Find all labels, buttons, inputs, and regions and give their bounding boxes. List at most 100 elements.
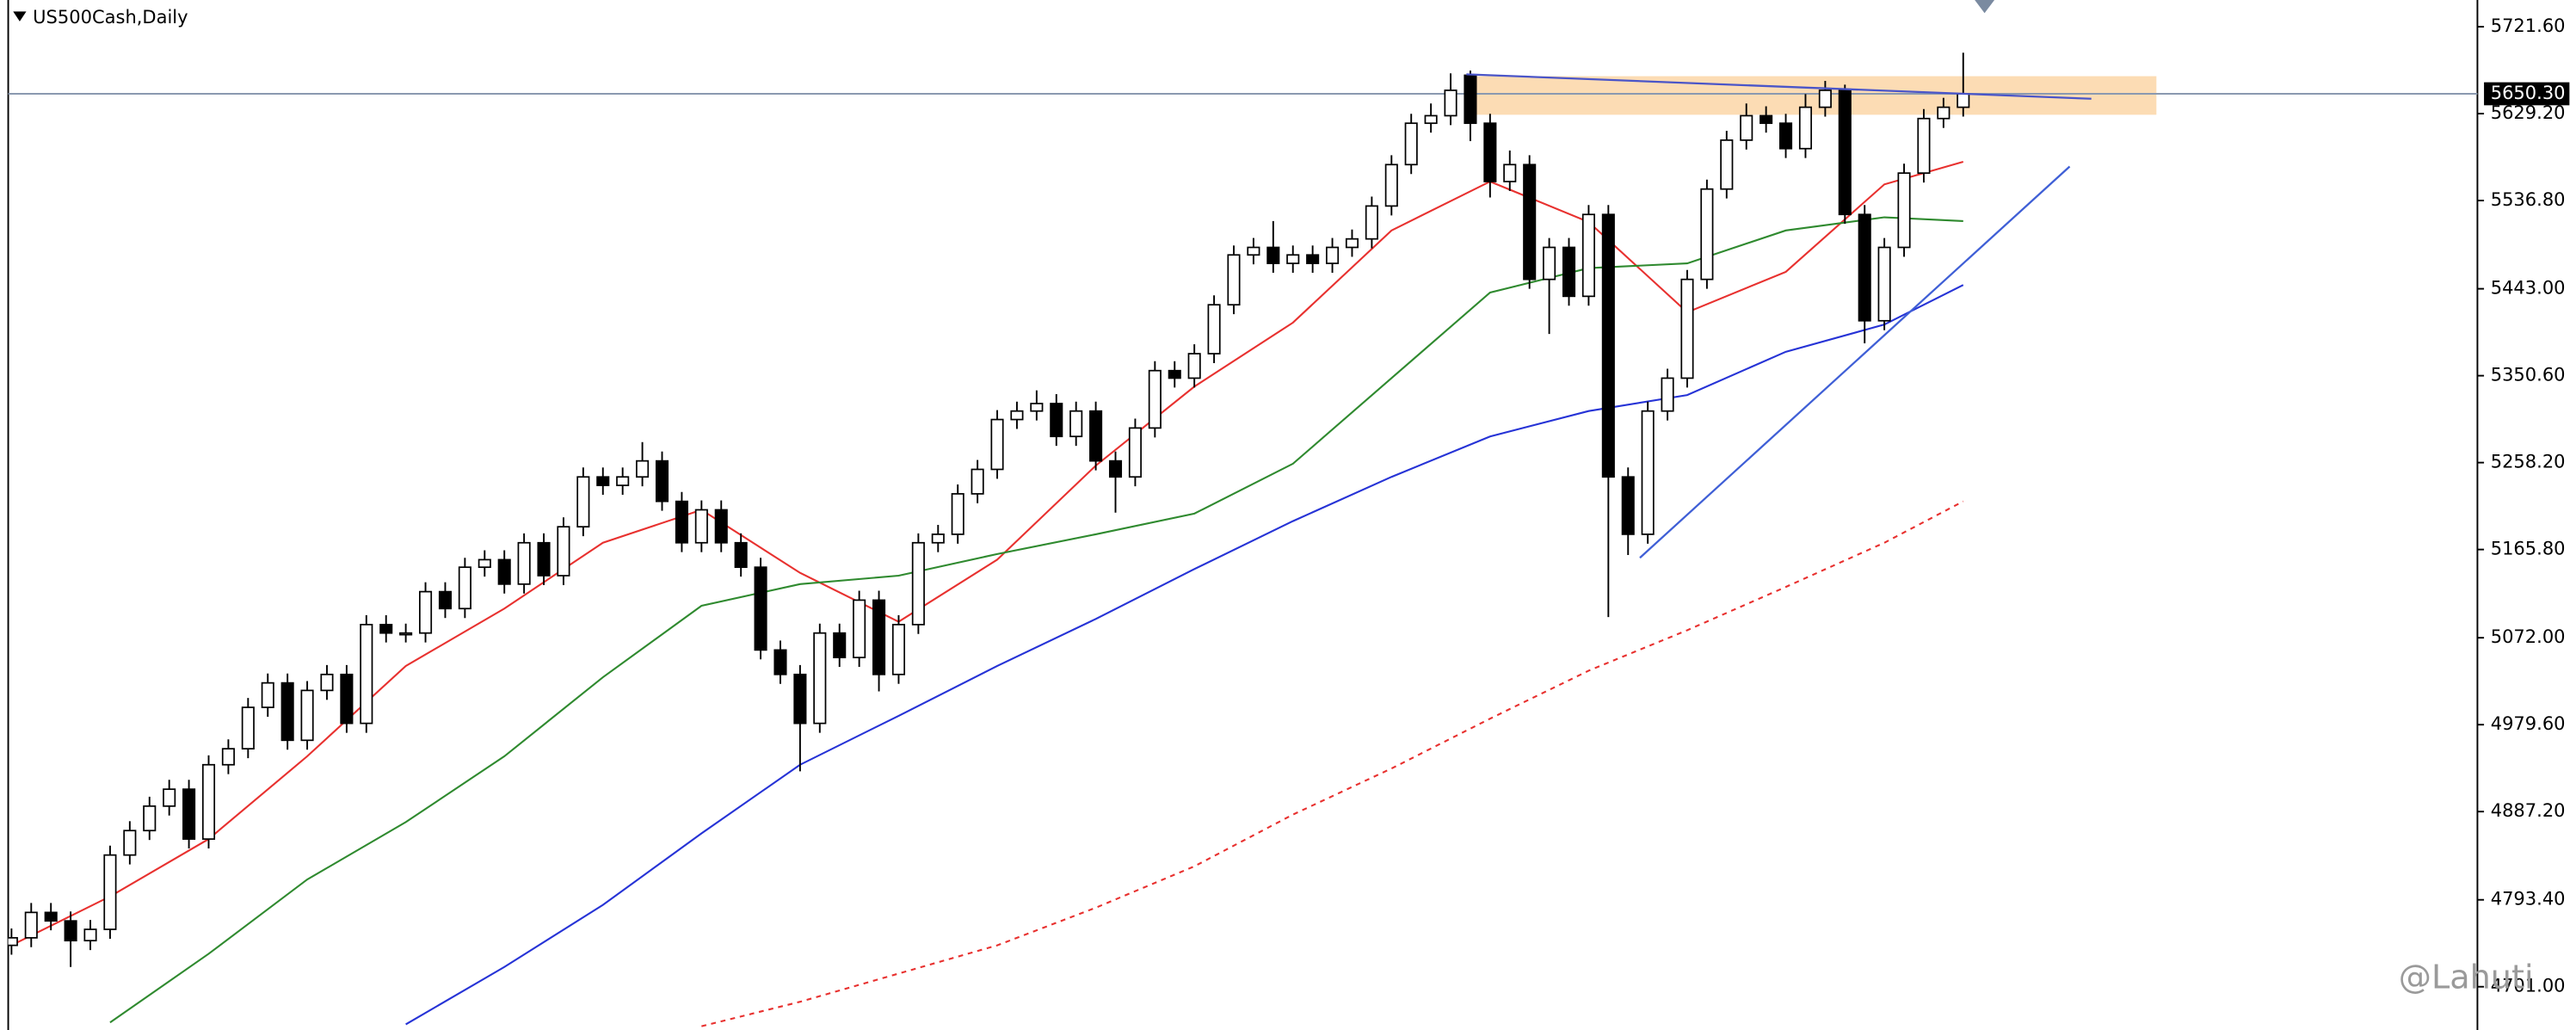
trendline xyxy=(1466,73,2092,100)
candle-body xyxy=(83,928,97,942)
candle-body xyxy=(399,632,413,636)
watermark: @Lahuti xyxy=(2399,959,2534,996)
candle-body xyxy=(1384,163,1398,207)
y-tick-label: 5350.60 xyxy=(2491,365,2566,385)
candle-body xyxy=(1089,410,1103,462)
candle-body xyxy=(1720,139,1734,190)
candle-body xyxy=(537,541,551,577)
candle-body xyxy=(1187,353,1201,379)
candle-body xyxy=(1128,427,1142,478)
y-tick-label: 5258.20 xyxy=(2491,452,2566,472)
candle-body xyxy=(1877,246,1891,322)
y-tick-label: 5443.00 xyxy=(2491,278,2566,299)
candle-body xyxy=(103,854,117,930)
candle-body xyxy=(1247,246,1260,256)
candle-body xyxy=(1818,89,1832,108)
candle-body xyxy=(694,509,708,544)
candle-body xyxy=(1759,114,1773,125)
candle-body xyxy=(1621,476,1635,535)
candle-body xyxy=(833,632,847,658)
candle-body xyxy=(1266,246,1280,264)
candle-body xyxy=(576,476,590,528)
candle-body xyxy=(1404,122,1418,166)
candle-body xyxy=(1010,410,1024,421)
candle-body xyxy=(24,911,38,939)
y-tick-label: 5721.60 xyxy=(2491,15,2566,36)
y-tick-label: 5536.80 xyxy=(2491,189,2566,210)
candle-body xyxy=(931,534,945,544)
last-price-label: 5650.30 xyxy=(2491,83,2566,103)
candle-body xyxy=(1581,213,1595,298)
y-tick-label: 4701.00 xyxy=(2491,976,2566,996)
candle-body xyxy=(793,673,807,725)
candle-body xyxy=(1227,254,1241,306)
candle-body xyxy=(1503,163,1517,182)
candle-body xyxy=(64,920,77,942)
candle-body xyxy=(1740,114,1753,141)
candle-body xyxy=(44,911,58,922)
candle-body xyxy=(813,632,827,725)
candle-body xyxy=(655,459,669,503)
candle-body xyxy=(1937,106,1950,120)
candle-body xyxy=(990,418,1004,471)
candle-body xyxy=(1326,246,1340,264)
candle-body xyxy=(971,468,984,495)
candle-body xyxy=(1069,410,1083,438)
candle-body xyxy=(123,830,137,856)
candle-body xyxy=(754,566,767,651)
plot-area xyxy=(8,52,2478,1027)
candle-body xyxy=(1838,89,1852,216)
y-tick-label: 4979.60 xyxy=(2491,713,2566,734)
candle-body xyxy=(1661,377,1674,412)
title-triangle xyxy=(13,11,27,22)
candle-body xyxy=(872,599,886,675)
candle-body xyxy=(1306,254,1320,264)
candle-body xyxy=(1365,205,1378,240)
candle-body xyxy=(163,788,176,807)
candle-body xyxy=(616,476,630,486)
candle-body xyxy=(636,459,650,478)
y-tick-label: 5165.80 xyxy=(2491,539,2566,559)
candle-body xyxy=(1050,403,1063,438)
shift-marker xyxy=(1975,0,1995,14)
candle-body xyxy=(1858,213,1871,322)
candle-body xyxy=(300,689,314,742)
candle-body xyxy=(143,805,157,832)
candle-body xyxy=(379,623,393,634)
candle-body xyxy=(1700,188,1714,281)
moving-average xyxy=(10,161,1964,947)
candle-body xyxy=(458,566,471,610)
candle-body xyxy=(1779,122,1793,150)
candle-body xyxy=(1286,254,1300,264)
chart-title: US500Cash,Daily xyxy=(33,7,188,28)
candle-body xyxy=(1957,93,1970,108)
candle-body xyxy=(911,541,925,626)
moving-average xyxy=(405,284,1964,1026)
candle-body xyxy=(1168,369,1181,379)
candle-body xyxy=(8,937,18,947)
candle-body xyxy=(1030,403,1044,412)
candle-body xyxy=(438,590,453,610)
candle-body xyxy=(891,623,906,675)
trendline xyxy=(1639,165,2071,559)
candle-body xyxy=(1680,278,1694,379)
candle-body xyxy=(182,788,196,840)
candle-body xyxy=(773,649,787,675)
candle-body xyxy=(1483,122,1497,182)
candle-body xyxy=(853,599,866,658)
candle-body xyxy=(261,682,274,708)
candle-body xyxy=(596,476,610,486)
candle-body xyxy=(241,706,255,750)
y-tick-label: 4887.20 xyxy=(2491,800,2566,821)
candle-body xyxy=(419,590,433,634)
candle-body xyxy=(360,623,373,725)
candle-body xyxy=(201,763,216,840)
moving-average xyxy=(109,216,1963,1024)
y-tick-label: 5629.20 xyxy=(2491,102,2566,123)
y-tick-label: 5072.00 xyxy=(2491,626,2566,647)
candle-body xyxy=(1148,369,1162,429)
candle-body xyxy=(1562,246,1576,298)
